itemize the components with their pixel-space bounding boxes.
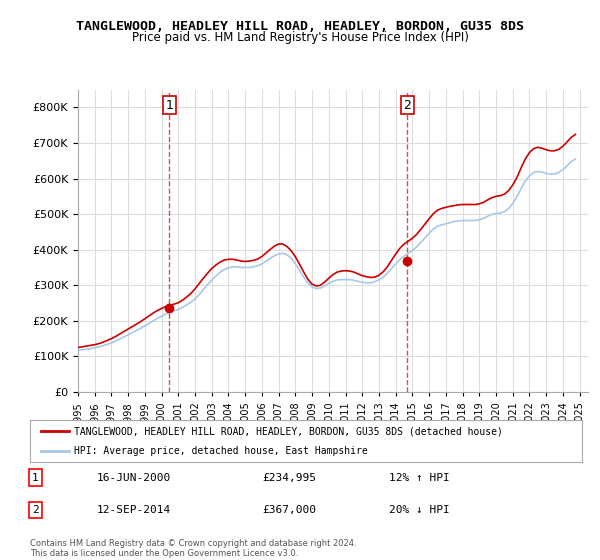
Text: £367,000: £367,000 [262, 505, 316, 515]
Text: 1: 1 [166, 99, 173, 111]
Text: 2: 2 [32, 505, 39, 515]
Text: Contains HM Land Registry data © Crown copyright and database right 2024.
This d: Contains HM Land Registry data © Crown c… [30, 539, 356, 558]
Text: HPI: Average price, detached house, East Hampshire: HPI: Average price, detached house, East… [74, 446, 368, 456]
Text: 12% ↑ HPI: 12% ↑ HPI [389, 473, 449, 483]
Text: TANGLEWOOD, HEADLEY HILL ROAD, HEADLEY, BORDON, GU35 8DS (detached house): TANGLEWOOD, HEADLEY HILL ROAD, HEADLEY, … [74, 426, 503, 436]
Text: £234,995: £234,995 [262, 473, 316, 483]
Text: 1: 1 [32, 473, 39, 483]
Text: 2: 2 [403, 99, 412, 111]
Text: 20% ↓ HPI: 20% ↓ HPI [389, 505, 449, 515]
Text: TANGLEWOOD, HEADLEY HILL ROAD, HEADLEY, BORDON, GU35 8DS: TANGLEWOOD, HEADLEY HILL ROAD, HEADLEY, … [76, 20, 524, 32]
Text: 16-JUN-2000: 16-JUN-2000 [96, 473, 170, 483]
Text: 12-SEP-2014: 12-SEP-2014 [96, 505, 170, 515]
Text: Price paid vs. HM Land Registry's House Price Index (HPI): Price paid vs. HM Land Registry's House … [131, 31, 469, 44]
